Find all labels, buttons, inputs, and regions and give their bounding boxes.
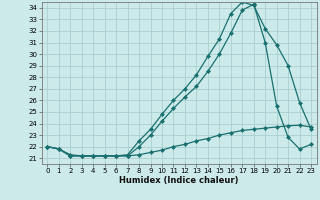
X-axis label: Humidex (Indice chaleur): Humidex (Indice chaleur)	[119, 176, 239, 185]
